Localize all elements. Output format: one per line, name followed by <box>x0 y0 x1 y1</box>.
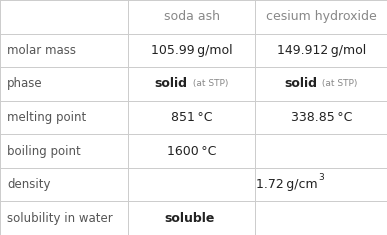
Text: (at STP): (at STP) <box>319 79 358 88</box>
Text: 149.912 g/mol: 149.912 g/mol <box>277 44 366 57</box>
Text: soda ash: soda ash <box>164 10 219 23</box>
Text: molar mass: molar mass <box>7 44 76 57</box>
Text: 3: 3 <box>318 173 324 182</box>
Text: soluble: soluble <box>164 212 215 225</box>
Text: boiling point: boiling point <box>7 145 81 158</box>
Text: phase: phase <box>7 77 43 90</box>
Text: (at STP): (at STP) <box>190 79 228 88</box>
Text: 338.85 °C: 338.85 °C <box>291 111 352 124</box>
Text: density: density <box>7 178 50 191</box>
Text: melting point: melting point <box>7 111 86 124</box>
Text: 105.99 g/mol: 105.99 g/mol <box>151 44 232 57</box>
Text: cesium hydroxide: cesium hydroxide <box>266 10 377 23</box>
Text: solubility in water: solubility in water <box>7 212 113 225</box>
Text: 1.72 g/cm: 1.72 g/cm <box>256 178 317 191</box>
Text: 851 °C: 851 °C <box>171 111 212 124</box>
Text: solid: solid <box>155 77 188 90</box>
Text: 1600 °C: 1600 °C <box>167 145 216 158</box>
Text: solid: solid <box>284 77 317 90</box>
